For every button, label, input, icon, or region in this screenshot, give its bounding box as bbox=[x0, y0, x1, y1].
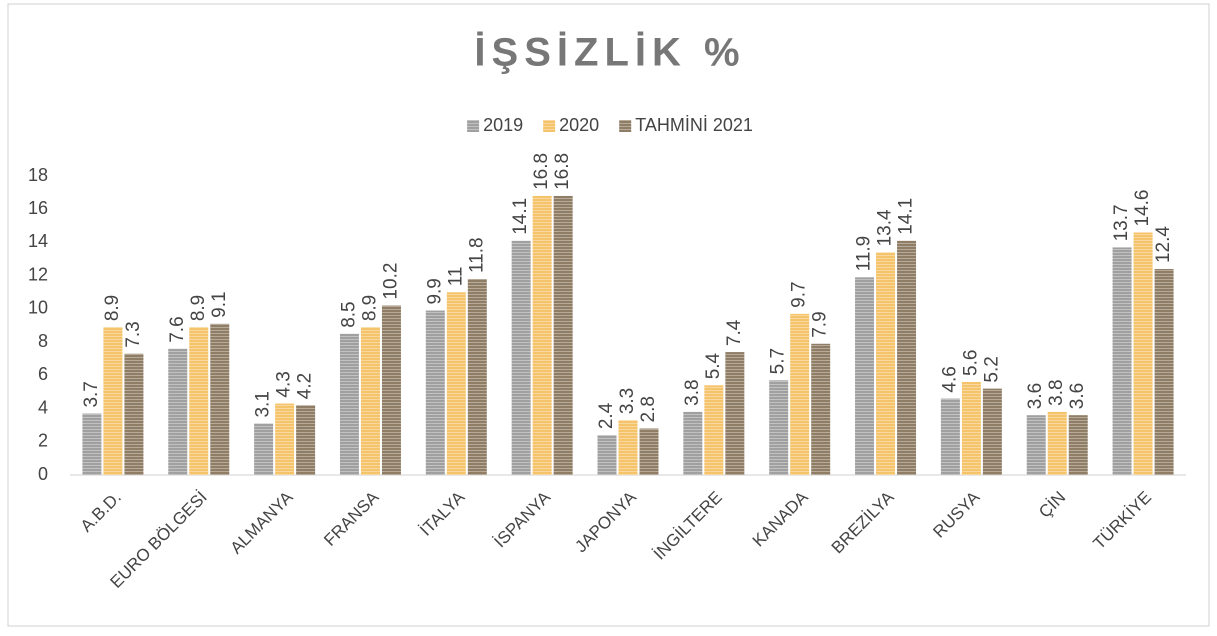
data-label: 11.8 bbox=[466, 237, 487, 273]
legend-label: 2020 bbox=[559, 115, 599, 135]
bar bbox=[168, 348, 188, 475]
legend: 2019 2020 TAHMİNİ 2021 bbox=[467, 115, 753, 135]
data-label: 16.8 bbox=[531, 153, 552, 190]
bar bbox=[82, 413, 102, 475]
bar bbox=[982, 388, 1002, 475]
bar bbox=[189, 327, 209, 475]
data-label: 3.7 bbox=[81, 381, 102, 407]
y-tick-label: 2 bbox=[38, 431, 48, 451]
bar bbox=[532, 195, 552, 475]
bar bbox=[769, 380, 789, 475]
y-tick-label: 4 bbox=[38, 397, 48, 417]
legend-label: TAHMİNİ 2021 bbox=[635, 115, 753, 135]
data-label: 7.3 bbox=[123, 321, 144, 347]
bar bbox=[124, 353, 144, 475]
data-label: 12.4 bbox=[1153, 226, 1174, 263]
data-label: 8.9 bbox=[359, 295, 380, 321]
y-tick-label: 0 bbox=[38, 464, 48, 484]
data-label: 3.3 bbox=[617, 388, 638, 414]
legend-swatch bbox=[543, 120, 556, 132]
data-label: 9.9 bbox=[424, 278, 445, 304]
legend-label: 2019 bbox=[483, 115, 523, 135]
data-label: 14.6 bbox=[1132, 189, 1153, 226]
data-label: 3.8 bbox=[682, 379, 703, 405]
data-label: 8.9 bbox=[102, 295, 123, 321]
bar bbox=[1047, 411, 1067, 475]
y-tick-label: 8 bbox=[38, 331, 48, 351]
bar bbox=[704, 385, 724, 475]
y-tick-label: 6 bbox=[38, 364, 48, 384]
data-label: 13.4 bbox=[875, 209, 896, 246]
y-tick-label: 16 bbox=[28, 198, 48, 218]
bar bbox=[1026, 415, 1046, 475]
bar bbox=[425, 310, 445, 475]
data-label: 4.3 bbox=[274, 371, 295, 397]
data-label: 3.6 bbox=[1025, 383, 1046, 409]
bar bbox=[275, 403, 295, 475]
bar bbox=[1112, 247, 1132, 475]
bar bbox=[254, 423, 274, 475]
y-tick-label: 10 bbox=[28, 298, 48, 318]
bar bbox=[790, 313, 810, 475]
bar bbox=[597, 435, 617, 475]
data-label: 16.8 bbox=[552, 153, 573, 190]
bar bbox=[103, 327, 123, 475]
data-label: 3.6 bbox=[1067, 383, 1088, 409]
chart-border bbox=[7, 3, 1210, 627]
data-label: 3.1 bbox=[253, 391, 274, 417]
data-label: 5.6 bbox=[960, 350, 981, 376]
bar bbox=[1068, 415, 1088, 475]
data-label: 2.4 bbox=[596, 402, 617, 429]
bar bbox=[618, 420, 638, 475]
bar bbox=[360, 327, 380, 475]
bar bbox=[446, 292, 466, 475]
bar bbox=[961, 381, 981, 475]
bar bbox=[876, 252, 896, 475]
bar bbox=[467, 278, 487, 475]
data-label: 10.2 bbox=[380, 263, 401, 300]
bar bbox=[855, 277, 875, 475]
data-label: 14.1 bbox=[896, 198, 917, 235]
data-label: 5.2 bbox=[981, 356, 1002, 382]
data-label: 5.7 bbox=[768, 348, 789, 374]
chart-title: İŞSİZLİK % bbox=[474, 31, 745, 75]
data-label: 9.1 bbox=[209, 291, 230, 317]
y-tick-label: 14 bbox=[28, 231, 48, 251]
bar bbox=[940, 398, 960, 475]
bar bbox=[1154, 269, 1174, 475]
data-label: 7.4 bbox=[724, 319, 745, 346]
legend-swatch bbox=[619, 120, 632, 132]
bar bbox=[339, 333, 359, 475]
bar bbox=[811, 343, 831, 475]
data-label: 9.7 bbox=[789, 281, 810, 307]
legend-swatch bbox=[467, 120, 480, 132]
bar bbox=[683, 411, 703, 475]
y-tick-label: 18 bbox=[28, 165, 48, 185]
data-label: 5.4 bbox=[703, 352, 724, 379]
data-label: 4.2 bbox=[295, 373, 316, 399]
bar bbox=[1133, 232, 1153, 475]
data-label: 7.9 bbox=[810, 311, 831, 337]
bar bbox=[725, 352, 745, 475]
data-label: 11.9 bbox=[854, 236, 875, 272]
data-label: 11 bbox=[445, 267, 466, 287]
data-label: 8.5 bbox=[338, 301, 359, 327]
data-label: 13.7 bbox=[1111, 204, 1132, 241]
y-tick-label: 12 bbox=[28, 264, 48, 284]
data-label: 2.8 bbox=[638, 396, 659, 422]
bar bbox=[511, 240, 531, 475]
data-label: 14.1 bbox=[510, 198, 531, 235]
bar bbox=[897, 240, 917, 475]
bar bbox=[553, 195, 573, 475]
bar bbox=[296, 405, 316, 475]
data-label: 8.9 bbox=[188, 295, 209, 321]
data-label: 3.8 bbox=[1046, 379, 1067, 405]
bar bbox=[381, 305, 401, 475]
bar bbox=[210, 323, 230, 475]
data-label: 4.6 bbox=[939, 366, 960, 392]
bar bbox=[639, 428, 659, 475]
data-label: 7.6 bbox=[167, 316, 188, 342]
